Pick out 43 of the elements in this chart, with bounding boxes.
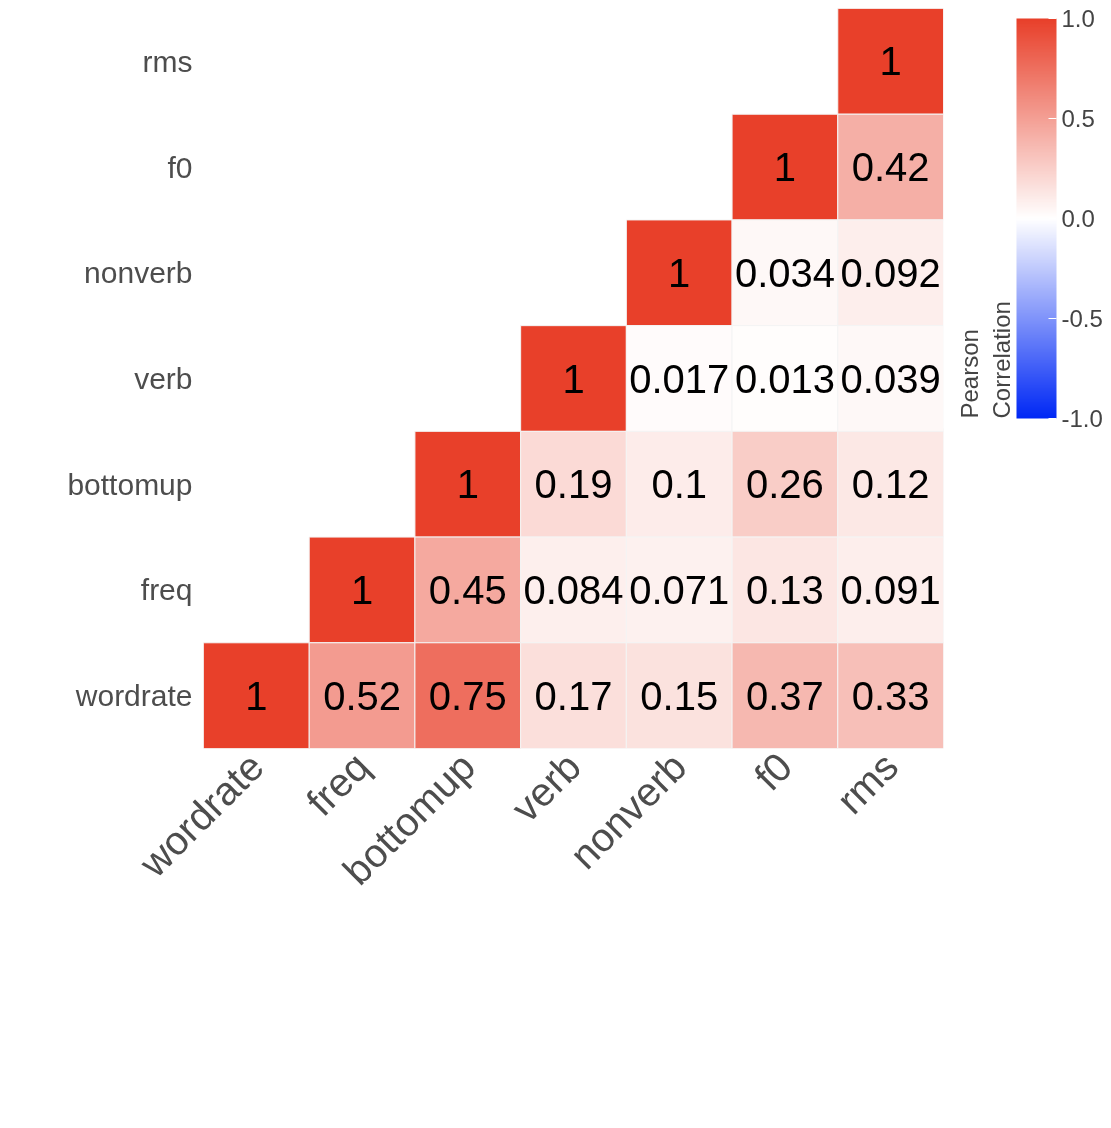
data-label: 0.092	[840, 250, 941, 295]
data-label: 1	[456, 462, 479, 507]
data-label: 0.12	[851, 462, 930, 507]
y-tick-label: f0	[167, 150, 193, 184]
data-label: 0.084	[523, 567, 624, 612]
y-tick-label: nonverb	[84, 256, 193, 290]
data-label: 1	[350, 567, 374, 612]
data-label: 1	[879, 39, 902, 84]
color-bar-label: -1.0	[1061, 405, 1103, 432]
data-label: 0.33	[851, 673, 930, 718]
data-label: 0.039	[840, 356, 941, 401]
y-tick-label: verb	[134, 362, 193, 395]
data-label: 1	[773, 145, 797, 190]
color-bar-label: 1.0	[1061, 5, 1095, 32]
data-label: 0.017	[629, 356, 730, 401]
color-bar-label: 0.5	[1061, 105, 1095, 132]
data-label: 0.42	[851, 145, 930, 190]
x-tick-label: rms	[827, 743, 907, 823]
data-label: 1	[668, 250, 691, 295]
color-bar-label: 0.0	[1061, 205, 1095, 232]
y-tick-label: rms	[142, 44, 193, 78]
y-tick-label: freq	[140, 573, 193, 607]
data-label: 0.013	[734, 356, 835, 401]
x-tick-label: f0	[745, 743, 801, 799]
data-label: 0.75	[428, 673, 507, 718]
color-bar-label: -0.5	[1061, 305, 1103, 332]
data-label: 0.26	[746, 462, 824, 507]
data-label: 0.19	[534, 462, 613, 507]
data-label: 0.52	[323, 673, 402, 718]
data-label: 0.13	[746, 567, 824, 612]
data-label: 0.37	[746, 673, 824, 718]
data-label: 0.45	[428, 567, 507, 612]
y-tick-label: wordrate	[74, 679, 193, 713]
data-label: 0.17	[534, 673, 613, 718]
data-label: 0.091	[840, 567, 941, 612]
data-label: 0.15	[640, 673, 719, 718]
data-label: 0.071	[629, 567, 730, 612]
data-label: 0.1	[651, 462, 708, 507]
legend-title: Pearson Correlation	[956, 301, 1016, 419]
data-label: 1	[562, 356, 585, 401]
data-label: 1	[245, 673, 268, 718]
y-tick-label: bottomup	[67, 467, 193, 501]
data-label: 0.034	[734, 250, 835, 295]
